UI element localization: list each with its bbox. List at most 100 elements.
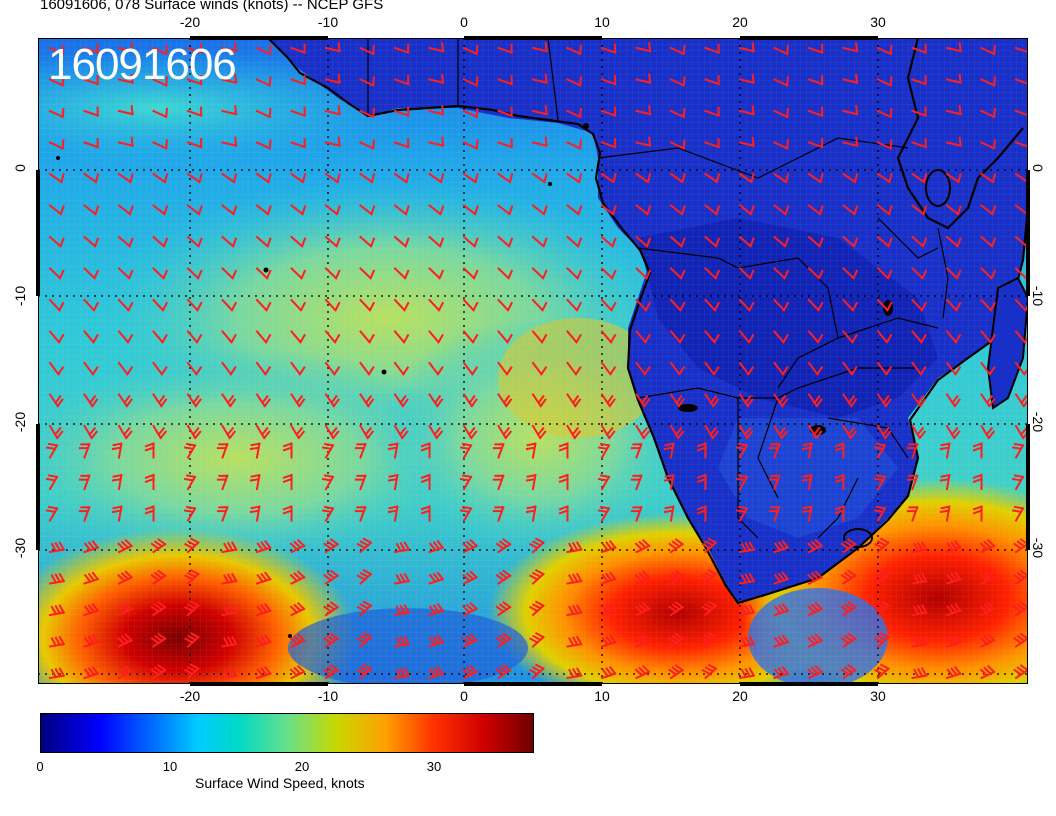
- wind-barb: [807, 235, 824, 248]
- wind-barb: [1011, 505, 1025, 522]
- wind-barb: [186, 267, 203, 280]
- wind-barb: [221, 235, 238, 248]
- wind-barb: [529, 632, 545, 648]
- wind-barb: [979, 601, 996, 617]
- wind-barb: [321, 474, 335, 491]
- wind-barb: [939, 474, 951, 491]
- wind-barb: [221, 204, 238, 216]
- wind-barb: [842, 361, 858, 376]
- wind-barb: [738, 635, 756, 648]
- wind-barb: [911, 235, 928, 248]
- date-stamp: 16091606: [48, 40, 237, 89]
- wind-barb: [48, 330, 65, 344]
- wind-barb: [1013, 538, 1028, 554]
- wind-barb: [186, 235, 203, 248]
- wind-barb: [152, 235, 169, 248]
- wind-barb: [48, 44, 65, 56]
- wind-barb: [249, 442, 261, 459]
- wind-barb: [669, 44, 686, 56]
- wind-barb: [462, 139, 479, 150]
- wind-barb: [566, 139, 582, 150]
- wind-barb: [393, 106, 410, 117]
- wind-barb: [906, 443, 919, 459]
- lon-tick-top: -10: [317, 14, 339, 30]
- wind-barb: [600, 634, 617, 648]
- wind-barb: [111, 442, 123, 459]
- wind-barb: [911, 267, 928, 280]
- wind-barb: [462, 538, 479, 554]
- wind-barb: [48, 139, 65, 150]
- wind-barb: [324, 172, 341, 184]
- wind-barb: [462, 424, 478, 440]
- wind-barb: [876, 330, 893, 344]
- wind-barb: [393, 361, 410, 376]
- wind-barb: [186, 393, 202, 408]
- plot-title: 16091606, 078 Surface winds (knots) -- N…: [40, 0, 384, 13]
- wind-barb: [428, 330, 444, 344]
- wind-barb: [807, 172, 824, 184]
- wind-barb: [255, 539, 272, 554]
- wind-barb: [48, 393, 64, 408]
- wind-barb: [184, 569, 200, 585]
- wind-barb: [290, 204, 307, 216]
- wind-barb: [738, 267, 755, 280]
- wind-barb: [459, 474, 473, 491]
- wind-barb: [911, 635, 928, 648]
- wind-barb: [1013, 632, 1028, 648]
- wind-barb: [462, 267, 479, 280]
- wind-barb: [83, 172, 100, 184]
- wind-barb: [531, 105, 548, 116]
- wind-barb: [773, 424, 789, 440]
- wind-barb: [462, 664, 479, 680]
- wind-barb: [704, 43, 720, 54]
- wind-barb: [290, 330, 306, 344]
- wind-barb: [807, 138, 824, 149]
- wind-barb: [83, 43, 99, 54]
- wind-barb: [531, 298, 548, 312]
- wind-barb: [738, 393, 754, 408]
- wind-barb: [635, 73, 652, 84]
- wind-barb: [635, 393, 651, 408]
- wind-barb: [531, 361, 548, 376]
- wind-barb: [980, 172, 997, 184]
- wind-barb: [566, 76, 582, 87]
- wind-barb: [597, 505, 611, 522]
- wind-barb: [911, 604, 928, 617]
- wind-barb: [393, 667, 411, 680]
- wind-barb: [83, 393, 99, 408]
- wind-barb: [600, 75, 617, 86]
- wind-barb: [393, 541, 411, 554]
- wind-barb: [600, 361, 617, 376]
- wind-barb: [495, 538, 512, 554]
- wind-barb: [428, 73, 445, 84]
- wind-barb: [83, 634, 100, 648]
- wind-barb: [359, 139, 375, 150]
- wind-barb: [945, 424, 961, 440]
- wind-barb: [873, 505, 887, 522]
- wind-barb: [807, 43, 824, 54]
- wind-barb: [83, 571, 100, 585]
- wind-barb: [600, 665, 617, 680]
- wind-barb: [459, 442, 473, 459]
- wind-barb: [634, 633, 651, 648]
- axis-bar: [464, 682, 602, 686]
- wind-barb: [980, 361, 996, 376]
- wind-barb: [669, 424, 685, 440]
- wind-barb: [186, 298, 203, 312]
- wind-barb: [876, 204, 893, 216]
- wind-barb: [359, 330, 375, 344]
- wind-barb: [980, 76, 996, 87]
- wind-barb: [768, 443, 781, 459]
- wind-barb: [324, 330, 341, 344]
- wind-barb: [600, 267, 617, 280]
- wind-barb: [497, 106, 513, 117]
- wind-barb: [359, 298, 376, 312]
- wind-barb: [773, 602, 790, 617]
- wind-barb: [152, 107, 168, 119]
- wind-barb: [221, 136, 238, 147]
- wind-barb: [945, 539, 962, 554]
- axis-bar: [740, 682, 878, 686]
- wind-barb: [566, 635, 583, 648]
- wind-barb: [980, 107, 996, 119]
- lon-tick-bottom: 30: [870, 688, 886, 704]
